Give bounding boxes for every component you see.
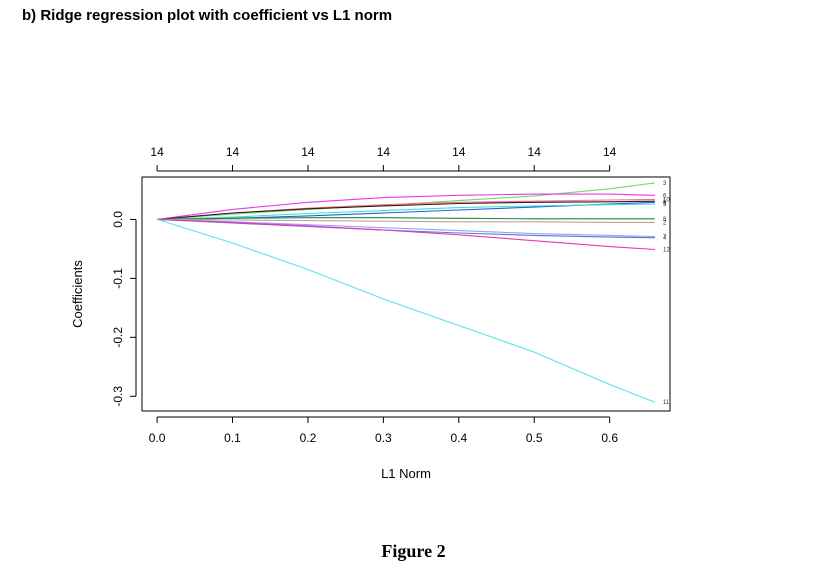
x-tick-label: 0.3 (375, 431, 392, 445)
y-tick-label: -0.1 (111, 268, 125, 289)
y-axis: 0.0 -0.1 -0.2 -0.3 (111, 211, 137, 407)
x-axis-label: L1 Norm (381, 466, 431, 481)
top-tick-label: 14 (301, 145, 315, 159)
y-tick-label: 0.0 (111, 211, 125, 228)
series-end-label: 6 (663, 193, 667, 199)
series-end-label: 12 (663, 247, 670, 253)
x-axis: 0.0 0.1 0.2 0.3 0.4 0.5 0.6 (149, 416, 618, 445)
top-tick-label: 14 (603, 145, 617, 159)
series-line-4 (157, 218, 655, 239)
plot-frame (141, 176, 671, 412)
series-layer (156, 182, 656, 403)
top-tick-label: 14 (452, 145, 466, 159)
series-line-1 (157, 200, 655, 220)
x-tick-label: 0.5 (526, 431, 543, 445)
series-end-label: 10 (663, 197, 670, 203)
series-end-label: 9 (663, 200, 667, 206)
x-tick-label: 0.0 (149, 431, 166, 445)
ridge-coefficient-plot: 14 14 14 14 14 14 14 0.0 0.1 0.2 0.3 0.4 0.5 0.6 0.0… (70, 145, 671, 481)
y-tick-label: -0.2 (111, 327, 125, 348)
series-end-label: 2 (663, 220, 667, 226)
series-end-label: 4 (663, 236, 667, 242)
series-line-12 (157, 218, 655, 251)
series-end-label: 5 (663, 202, 667, 208)
top-tick-label: 14 (528, 145, 542, 159)
series-end-label: 11 (663, 400, 670, 406)
y-axis-label: Coefficients (70, 260, 85, 328)
series-line-5 (157, 203, 655, 220)
x-tick-label: 0.2 (300, 431, 317, 445)
document-heading: b) Ridge regression plot with coefficien… (22, 7, 393, 24)
x-tick-label: 0.4 (450, 431, 467, 445)
series-line-3 (157, 182, 655, 220)
figure-caption: Figure 2 (381, 541, 446, 561)
series-end-label: 8 (663, 217, 667, 223)
top-tick-label: 14 (377, 145, 391, 159)
series-end-label: 1 (663, 199, 667, 205)
x-tick-label: 0.6 (601, 431, 618, 445)
series-line-8 (157, 217, 655, 220)
series-end-label: 3 (663, 181, 667, 187)
top-axis: 14 14 14 14 14 14 14 (150, 145, 617, 172)
x-tick-label: 0.1 (224, 431, 241, 445)
top-tick-label: 14 (226, 145, 240, 159)
series-line-6 (157, 193, 655, 220)
series-line-11 (156, 218, 656, 403)
top-tick-label: 14 (150, 145, 164, 159)
series-end-label: 7 (663, 235, 667, 241)
y-tick-label: -0.3 (111, 386, 125, 407)
series-line-7 (157, 218, 655, 238)
series-line-2 (157, 218, 655, 223)
